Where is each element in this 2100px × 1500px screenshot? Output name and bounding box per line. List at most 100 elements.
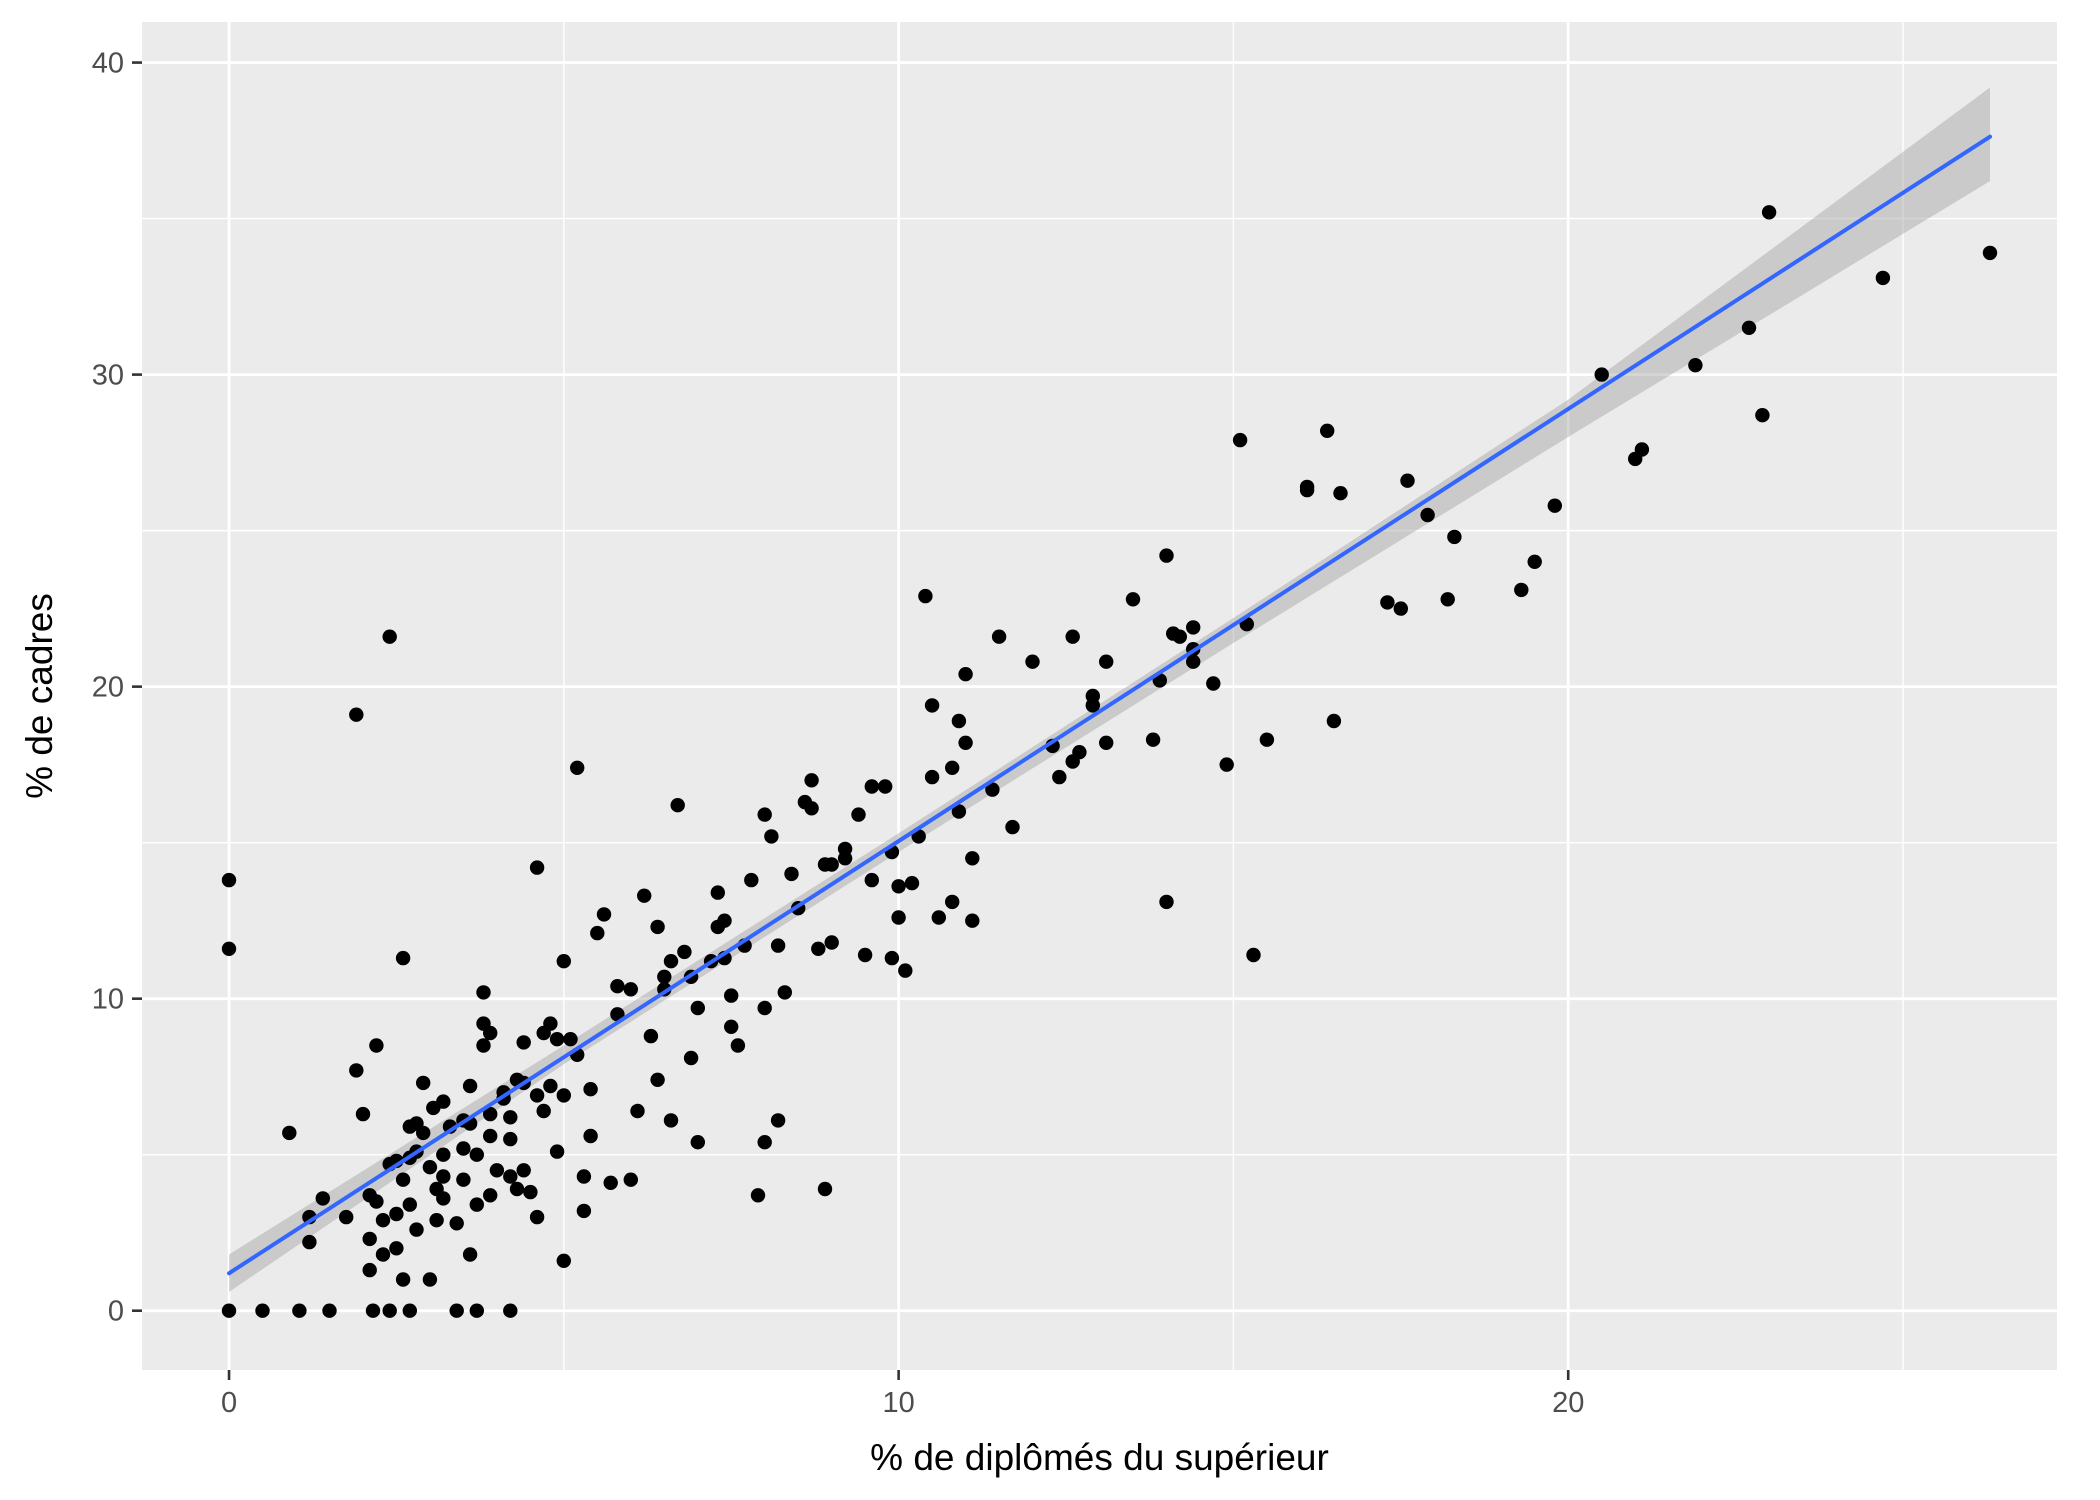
data-point [395,950,411,966]
minor-gridlines [142,22,2057,1370]
data-point [469,1303,484,1318]
data-point [476,985,491,1000]
data-point [1420,507,1435,523]
data-point [516,1163,531,1178]
data-point [1380,595,1395,610]
data-point [543,1078,558,1094]
data-point [1246,947,1261,963]
data-point [369,1194,384,1209]
data-point [1125,592,1141,607]
data-point [824,935,839,950]
data-point [717,913,732,928]
data-point [583,1082,598,1097]
data-point [958,735,973,750]
x-tick-label: 10 [882,1387,914,1419]
data-point [1982,245,1998,261]
data-point [509,1181,525,1197]
data-point [1099,654,1114,669]
data-point [436,1169,451,1184]
data-point [777,985,792,1000]
data-points [221,205,1998,1318]
data-point [951,713,967,729]
data-point [1099,735,1114,750]
data-point [610,1007,625,1022]
data-point [576,1169,592,1184]
data-point [302,1234,317,1250]
data-point [817,1181,833,1197]
data-point [991,629,1007,644]
data-point [918,588,933,604]
data-point [570,760,585,775]
data-point [670,798,685,813]
data-point [730,1038,746,1053]
data-point [724,988,739,1003]
data-point [891,879,906,894]
data-point [503,1110,518,1125]
data-point [596,907,612,922]
data-point [489,1163,505,1178]
data-point [610,979,625,994]
data-point [1527,554,1542,569]
data-point [375,1247,391,1262]
data-point [221,1303,237,1318]
data-point [1755,408,1770,423]
data-point [710,885,725,900]
data-point [1320,423,1335,438]
data-point [523,1184,538,1200]
data-point [1085,698,1101,713]
data-point [315,1191,330,1206]
data-point [429,1213,444,1228]
data-point [529,860,545,875]
data-point [924,769,940,785]
data-point [884,950,900,966]
data-point [556,954,571,969]
data-point [483,1188,498,1203]
data-point [322,1303,337,1318]
y-tick-label: 40 [92,48,124,80]
data-point [1688,358,1703,373]
data-point [563,1032,578,1047]
data-point [365,1303,381,1318]
data-point [549,1032,565,1047]
data-point [469,1147,484,1162]
data-point [851,807,866,822]
data-point [469,1197,484,1212]
data-point [657,969,672,984]
data-point [650,1072,665,1088]
data-point [630,1103,645,1119]
data-point [395,1172,411,1187]
data-point [757,807,772,822]
data-point [1440,592,1455,607]
data-point [663,954,679,969]
data-point [516,1035,531,1050]
data-point [1400,473,1415,488]
data-point [1219,757,1234,772]
data-point [1514,582,1529,598]
y-tick-label: 20 [92,672,124,704]
data-point [1761,205,1777,220]
data-point [382,629,397,644]
data-point [536,1103,551,1119]
data-point [690,1000,705,1016]
data-point [389,1206,404,1222]
data-point [764,829,779,844]
data-point [1447,529,1462,545]
data-point [1065,629,1080,644]
data-point [422,1272,438,1287]
data-point [643,1028,659,1044]
data-point [965,913,980,928]
data-point [483,1128,498,1144]
data-point [462,1247,478,1262]
data-point [683,1050,699,1066]
data-point [951,804,967,819]
data-point [362,1231,377,1247]
data-point [811,941,826,956]
data-point [590,925,605,941]
data-point [603,1175,618,1191]
data-point [355,1106,371,1122]
y-tick-label: 30 [92,360,124,392]
data-point [449,1303,464,1318]
data-point [1259,732,1275,747]
data-point [1875,270,1891,286]
data-point [282,1125,297,1141]
